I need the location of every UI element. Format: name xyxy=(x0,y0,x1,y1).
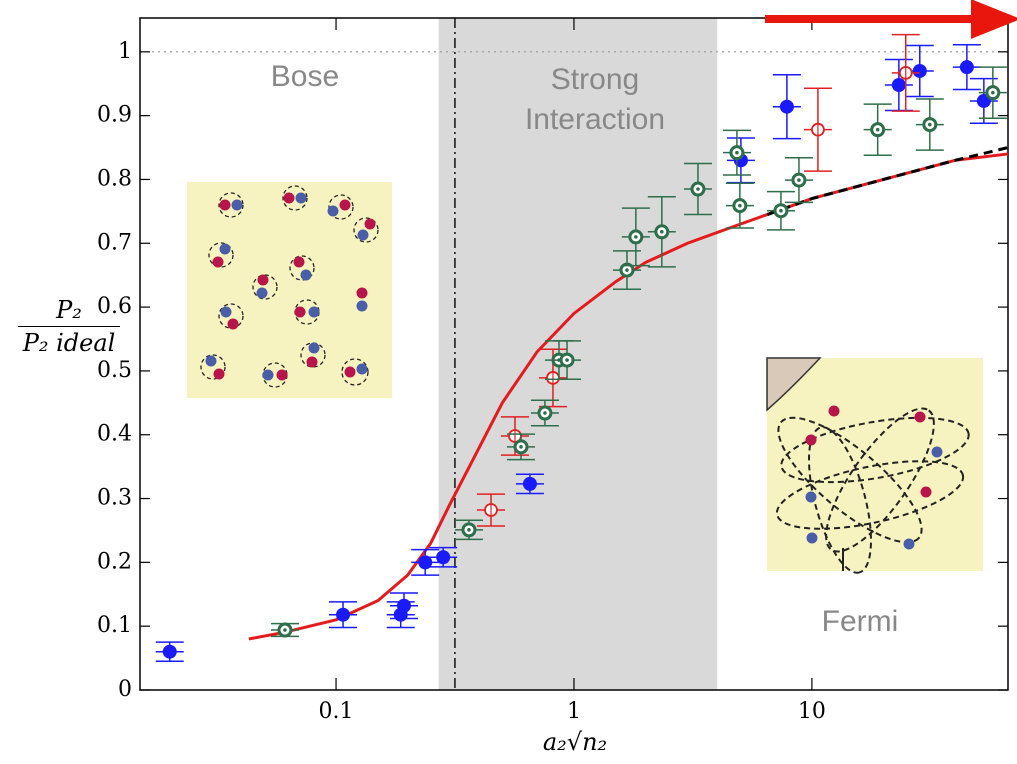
orbits xyxy=(775,407,970,574)
y-tick-label: 0.5 xyxy=(97,358,132,383)
y-tick-label: 0 xyxy=(118,677,132,702)
bose-inset xyxy=(187,182,392,398)
corner-shape xyxy=(766,357,822,412)
data-layer: 0 0.1 0.2 0.3 0.4 0.5 0.6 0.7 0.8 0.9 1 0.1 1 10 xyxy=(97,17,1009,724)
y-tick-label: 0.3 xyxy=(97,486,132,511)
point-center xyxy=(625,268,629,272)
y-tick-label: 1 xyxy=(118,39,132,64)
point-center xyxy=(660,229,664,234)
particles xyxy=(805,405,943,550)
point xyxy=(436,550,451,565)
point-center xyxy=(565,358,569,362)
background-layer xyxy=(140,18,1008,690)
curve xyxy=(766,146,1009,216)
point xyxy=(522,476,537,491)
y-tick-label: 0.1 xyxy=(97,613,132,638)
annotation: Fermi xyxy=(821,605,899,638)
point xyxy=(336,607,351,622)
particles xyxy=(205,192,376,381)
y-tick-label: 0.9 xyxy=(97,103,132,128)
red-arrow xyxy=(765,0,1017,39)
point xyxy=(891,78,906,93)
point-center xyxy=(519,445,523,449)
y-label-numerator: P₂ xyxy=(56,296,82,324)
x-axis-label: a₂√n₂ xyxy=(542,728,608,756)
y-tick-label: 0.8 xyxy=(97,166,132,191)
point-center xyxy=(696,187,700,191)
fraction-bar xyxy=(18,326,120,327)
point-center xyxy=(467,528,471,532)
point-center xyxy=(928,122,932,127)
point xyxy=(162,644,177,659)
point xyxy=(779,99,794,114)
y-tick-label: 0.7 xyxy=(97,230,132,255)
annotation: Strong Interaction xyxy=(524,63,666,136)
point xyxy=(396,598,411,613)
y-axis-label: P₂ P₂ ideal xyxy=(14,296,124,357)
point-center xyxy=(875,127,880,132)
point-center xyxy=(738,203,742,208)
point-center xyxy=(779,208,783,213)
point-center xyxy=(283,628,287,632)
point-center xyxy=(797,178,801,182)
fermi-inset xyxy=(766,357,983,574)
point-center xyxy=(634,235,638,239)
point-center xyxy=(735,150,739,155)
x-tick-label: 1 xyxy=(567,699,581,724)
shaded-region xyxy=(438,18,718,690)
point-center xyxy=(991,90,995,95)
y-tick-label: 0.2 xyxy=(97,549,132,574)
annotation: Bose xyxy=(270,60,340,93)
point-center xyxy=(543,411,547,415)
x-tick-label: 10 xyxy=(798,699,826,724)
point xyxy=(912,63,927,78)
x-tick-label: 0.1 xyxy=(319,699,354,724)
y-tick-label: 0.4 xyxy=(97,422,132,447)
point xyxy=(959,60,974,75)
y-label-denominator: P₂ ideal xyxy=(22,329,116,357)
point xyxy=(418,555,433,570)
y-tick-label: 0.6 xyxy=(97,294,132,319)
